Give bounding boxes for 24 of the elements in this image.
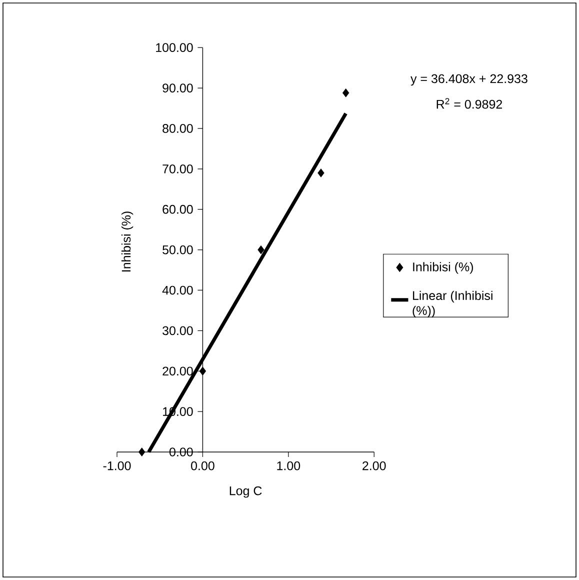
- y-tick-label: 40.00: [162, 286, 193, 295]
- point: [138, 448, 146, 456]
- x-tick-label: 2.00: [362, 461, 386, 470]
- x-tick-label: -1.00: [103, 461, 131, 470]
- y-tick-label: 30.00: [162, 326, 193, 336]
- text: y = 36.408x + 22.933: [410, 74, 528, 86]
- y-tick-label: 20.00: [162, 366, 193, 376]
- x-tick-label: 1.00: [277, 461, 300, 470]
- point: [258, 245, 264, 254]
- y-tick-label: 90.00: [162, 84, 193, 92]
- legend-label: Linear (Inhibisi (%)): [412, 290, 492, 318]
- y-tick-label: 100.00: [156, 43, 193, 52]
- text: R$^{2}$ = 0.9892: [436, 98, 502, 109]
- y-axis-title: Inhibisi (%): [121, 212, 134, 272]
- y-tick-label: 70.00: [162, 164, 193, 174]
- y-tick-label: 50.00: [162, 245, 193, 254]
- y-tick-label: 80.00: [162, 124, 193, 133]
- y-tick-label: 60.00: [162, 204, 193, 214]
- x-axis-title: Log C: [230, 486, 262, 498]
- legend-label: Inhibisi (%): [413, 262, 473, 274]
- point: [342, 88, 350, 98]
- x-tick-label: 0.00: [191, 461, 214, 470]
- point: [318, 168, 324, 178]
- point: [199, 366, 206, 376]
